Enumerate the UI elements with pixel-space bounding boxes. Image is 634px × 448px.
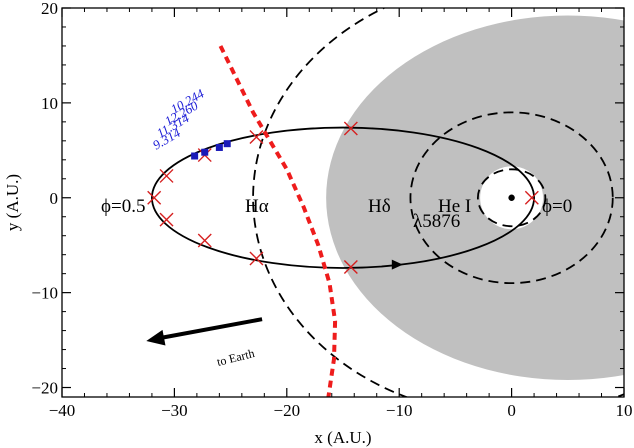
annotation-0: ϕ=0.5 bbox=[101, 196, 145, 217]
phase-point-3 bbox=[223, 140, 231, 148]
y-axis-label: y (A.U.) bbox=[3, 174, 22, 231]
annotation-4: He I bbox=[438, 196, 471, 217]
orbit-ellipse bbox=[151, 126, 535, 269]
dashed-circle-0 bbox=[476, 168, 547, 228]
orbit-marker-3 bbox=[249, 130, 264, 145]
orbit-direction-arrow bbox=[391, 259, 403, 270]
phase-point-1 bbox=[201, 148, 209, 156]
orbit-marker-2 bbox=[343, 260, 358, 275]
earth-arrow-label: to Earth bbox=[215, 346, 256, 369]
x-tick-label-2: −20 bbox=[274, 401, 301, 420]
orbit-marker-1 bbox=[343, 121, 358, 136]
dashed-circle-1 bbox=[409, 111, 614, 285]
shaded-region bbox=[326, 15, 624, 380]
x-tick-label-4: 0 bbox=[507, 401, 516, 420]
phase-point-2 bbox=[215, 143, 223, 151]
annotation-1: ϕ=0 bbox=[542, 196, 572, 217]
x-tick-label-0: −40 bbox=[49, 401, 76, 420]
x-tick-label-5: 10 bbox=[616, 401, 633, 420]
phase-point-0 bbox=[191, 152, 199, 160]
orbit-marker-4 bbox=[249, 251, 264, 266]
orbit-marker-0 bbox=[524, 190, 539, 205]
y-tick-label-3: 10 bbox=[41, 94, 58, 113]
earth-arrow-head bbox=[146, 329, 166, 346]
x-tick-label-1: −30 bbox=[161, 401, 188, 420]
orbit-marker-7 bbox=[159, 168, 174, 183]
y-tick-label-2: 0 bbox=[50, 189, 59, 208]
earth-arrow-shaft bbox=[159, 317, 263, 340]
orbit-marker-9 bbox=[147, 190, 162, 205]
y-tick-label-1: −10 bbox=[31, 284, 58, 303]
shock-curve bbox=[218, 45, 338, 397]
x-tick-label-3: −10 bbox=[386, 401, 413, 420]
plot-frame bbox=[61, 7, 625, 398]
annotation-2: Hα bbox=[245, 196, 269, 217]
annotation-5: λ5876 bbox=[413, 211, 460, 232]
y-tick-label-4: 20 bbox=[41, 0, 58, 18]
annotation-3: Hδ bbox=[368, 196, 391, 217]
y-tick-label-0: −20 bbox=[31, 379, 58, 398]
orbit-marker-6 bbox=[197, 233, 212, 248]
star-point bbox=[508, 194, 515, 201]
orbit-marker-8 bbox=[159, 212, 174, 227]
x-axis-label: x (A.U.) bbox=[314, 428, 371, 447]
